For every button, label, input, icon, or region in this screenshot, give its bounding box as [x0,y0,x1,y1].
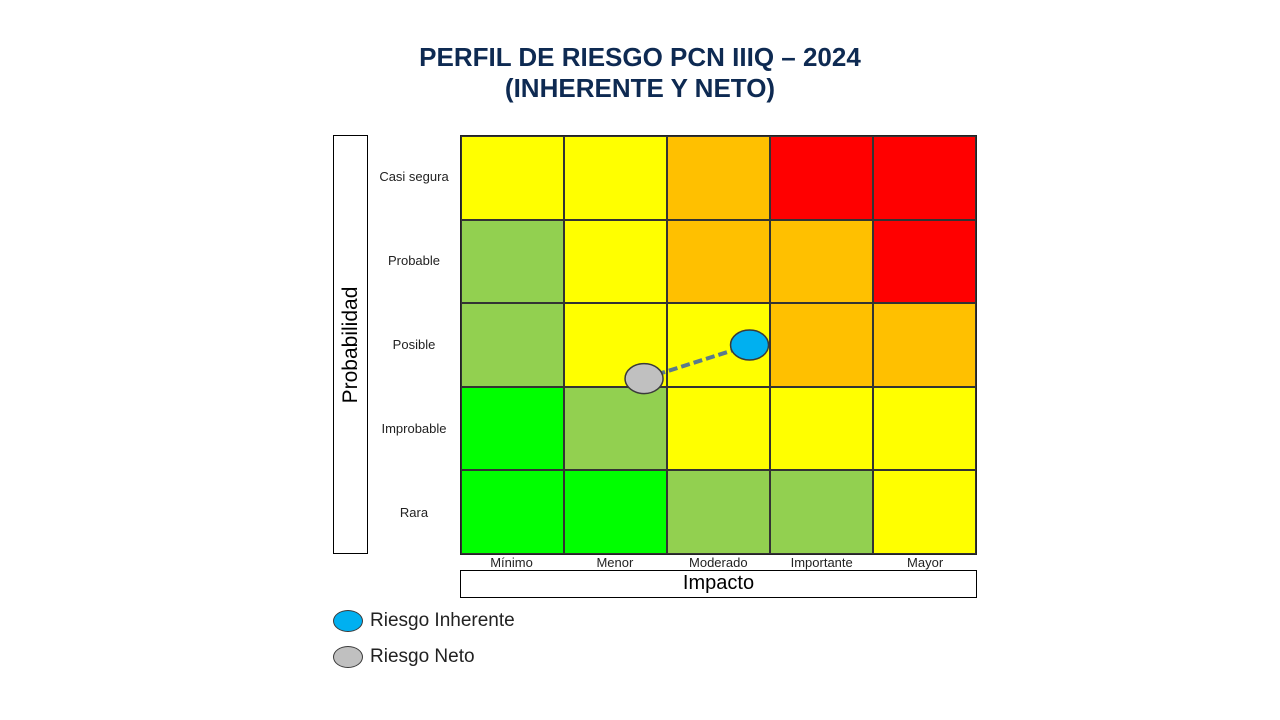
column-label: Mínimo [490,555,533,570]
matrix-cell [873,386,976,471]
column-label: Moderado [689,555,748,570]
marker-riesgo-neto [624,362,664,395]
row-label: Posible [392,337,436,352]
legend-marker-neto [333,646,363,668]
matrix-cell [461,470,564,554]
row-label: Improbable [381,421,447,436]
x-axis-label-box: Impacto [460,570,977,598]
matrix-cell [667,219,770,304]
matrix-cell [873,470,976,554]
legend-item-inherente: Riesgo Inherente [333,608,515,634]
chart-title-line2: (INHERENTE Y NETO) [504,73,776,103]
matrix-cell [770,303,873,387]
legend-label-neto: Riesgo Neto [370,646,475,667]
matrix-cell [564,136,667,220]
column-label: Mayor [907,555,944,570]
matrix-cell [564,470,667,554]
chart-title: PERFIL DE RIESGO PCN IIIQ – 2024 (INHERE… [0,42,1280,104]
matrix-cell [461,136,564,220]
matrix-cell [564,219,667,304]
column-label: Menor [596,555,634,570]
legend-marker-inherente [333,610,363,632]
legend-label-inherente: Riesgo Inherente [370,610,515,631]
row-label: Probable [387,253,441,268]
x-axis-label: Impacto [682,572,755,594]
matrix-cell [461,386,564,471]
row-label: Rara [399,505,429,520]
matrix-cell [770,219,873,304]
marker-riesgo-inherente [729,329,770,361]
matrix-cell [667,386,770,471]
matrix-cell [770,470,873,554]
matrix-cell [667,470,770,554]
matrix-cell [461,303,564,387]
column-label: Importante [790,555,853,570]
row-label: Casi segura [379,169,449,184]
matrix-cell [461,219,564,304]
matrix-cell [770,386,873,471]
matrix-cell [564,386,667,471]
matrix-cell [770,136,873,220]
matrix-cell [667,136,770,220]
legend-item-neto: Riesgo Neto [333,644,475,670]
y-axis-label-box: Probabilidad [333,135,368,554]
matrix-cell [873,219,976,304]
matrix-cell [873,136,976,220]
chart-title-line1: PERFIL DE RIESGO PCN IIIQ – 2024 [419,42,861,72]
matrix-cell [873,303,976,387]
